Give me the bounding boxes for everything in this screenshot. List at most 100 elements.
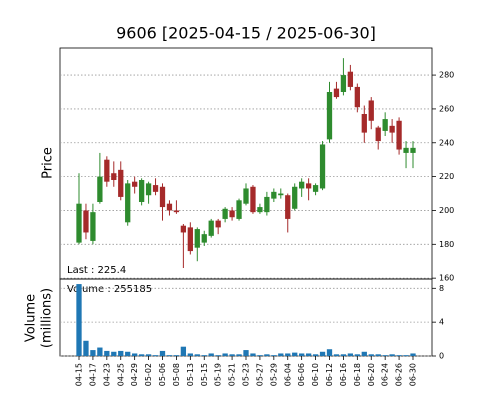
x-tick-label: 06-26 xyxy=(395,363,404,386)
volume-bar xyxy=(104,350,110,356)
candle-body xyxy=(285,195,291,219)
x-tick-label: 05-15 xyxy=(200,363,209,386)
volume-bar xyxy=(312,354,319,356)
x-tick-label: 04-29 xyxy=(130,363,139,386)
volume-bar xyxy=(236,354,242,356)
candle-body xyxy=(215,220,221,228)
volume-bar xyxy=(340,354,347,356)
volume-bar xyxy=(347,353,354,356)
y-tick-label: 200 xyxy=(439,206,454,215)
candle-body xyxy=(333,88,340,98)
y-tick-label: 280 xyxy=(439,71,454,80)
volume-bar xyxy=(410,353,416,356)
y-tick-label: 220 xyxy=(439,172,454,181)
x-tick-label: 04-15 xyxy=(75,363,84,386)
candle-body xyxy=(152,185,159,192)
candle-body xyxy=(222,208,228,219)
y-tick-label: 8 xyxy=(439,284,444,293)
candle-body xyxy=(257,207,263,213)
volume-bar xyxy=(132,353,138,356)
y-axis-label: Price xyxy=(41,147,56,179)
volume-bar xyxy=(97,347,103,356)
y-axis-label: Volume xyxy=(24,294,39,342)
volume-bar xyxy=(403,355,409,356)
volume-bar xyxy=(319,351,326,356)
y-tick-label: 4 xyxy=(439,318,444,327)
candle-body xyxy=(305,183,312,189)
y-tick-label: 160 xyxy=(439,274,454,283)
y-tick-label: 260 xyxy=(439,104,454,113)
candle-body xyxy=(278,193,284,196)
volume-bar xyxy=(76,284,82,356)
x-tick-label: 06-24 xyxy=(381,363,390,386)
volume-bar xyxy=(354,354,360,356)
volume-bar xyxy=(118,350,124,356)
candle-body xyxy=(173,210,180,213)
candle-body xyxy=(299,181,305,189)
x-tick-label: 05-02 xyxy=(144,363,153,386)
candle-body xyxy=(354,86,360,108)
candle-body xyxy=(83,210,89,233)
volume-bar xyxy=(215,355,221,356)
candle-body xyxy=(125,183,131,223)
chart-title: 9606 [2025-04-15 / 2025-06-30] xyxy=(116,24,376,43)
volume-bar xyxy=(180,346,187,356)
volume-bar xyxy=(90,350,96,356)
volume-bar xyxy=(243,350,249,356)
volume-bar xyxy=(389,354,395,356)
candle-body xyxy=(292,186,298,209)
volume-bar xyxy=(111,351,117,356)
candle-body xyxy=(361,114,367,133)
volume-bar xyxy=(229,354,235,356)
candle-body xyxy=(368,100,374,121)
candle-body xyxy=(104,159,110,182)
volume-bar xyxy=(222,353,228,356)
candle-body xyxy=(138,180,145,202)
candle-body xyxy=(208,220,214,236)
candle-body xyxy=(187,227,193,252)
volume-bar xyxy=(173,355,180,356)
candle-body xyxy=(166,203,173,211)
candle-body xyxy=(194,229,200,248)
volume-bar xyxy=(382,355,388,356)
candle-body xyxy=(312,185,319,192)
candle-body xyxy=(326,92,333,140)
x-tick-label: 04-25 xyxy=(116,363,125,386)
candle-body xyxy=(111,173,117,180)
candle-body xyxy=(382,119,388,131)
x-tick-label: 05-21 xyxy=(228,363,237,386)
candle-body xyxy=(97,176,103,202)
x-tick-label: 06-04 xyxy=(283,363,292,386)
x-tick-label: 05-08 xyxy=(172,363,181,386)
volume-bar xyxy=(375,354,381,356)
x-tick-label: 05-13 xyxy=(186,363,195,386)
volume-bar xyxy=(396,355,402,356)
candle-body xyxy=(396,120,402,150)
volume-bar xyxy=(187,353,193,356)
candle-body xyxy=(264,196,270,213)
x-tick-label: 06-30 xyxy=(409,363,418,386)
x-tick-label: 06-10 xyxy=(311,363,320,386)
volume-bar xyxy=(257,355,263,356)
annotation: Last : 225.4 xyxy=(67,265,126,276)
x-tick-label: 05-06 xyxy=(158,363,167,386)
candle-body xyxy=(145,183,152,196)
volume-bar xyxy=(152,355,159,356)
x-tick-label: 05-29 xyxy=(269,363,278,386)
volume-bar xyxy=(83,340,89,356)
volume-bar xyxy=(333,354,340,356)
volume-bar xyxy=(292,352,298,356)
volume-bar xyxy=(159,350,166,356)
candle-body xyxy=(271,191,277,199)
x-tick-label: 06-12 xyxy=(325,363,334,386)
x-tick-label: 04-23 xyxy=(102,363,111,386)
y-axis-label: (millions) xyxy=(40,288,55,348)
candle-body xyxy=(229,210,235,218)
candle-body xyxy=(347,71,354,87)
volume-bar xyxy=(299,353,305,356)
volume-bar xyxy=(264,354,270,356)
candle-body xyxy=(319,144,326,189)
candle-body xyxy=(375,127,381,142)
candle-body xyxy=(250,186,256,213)
